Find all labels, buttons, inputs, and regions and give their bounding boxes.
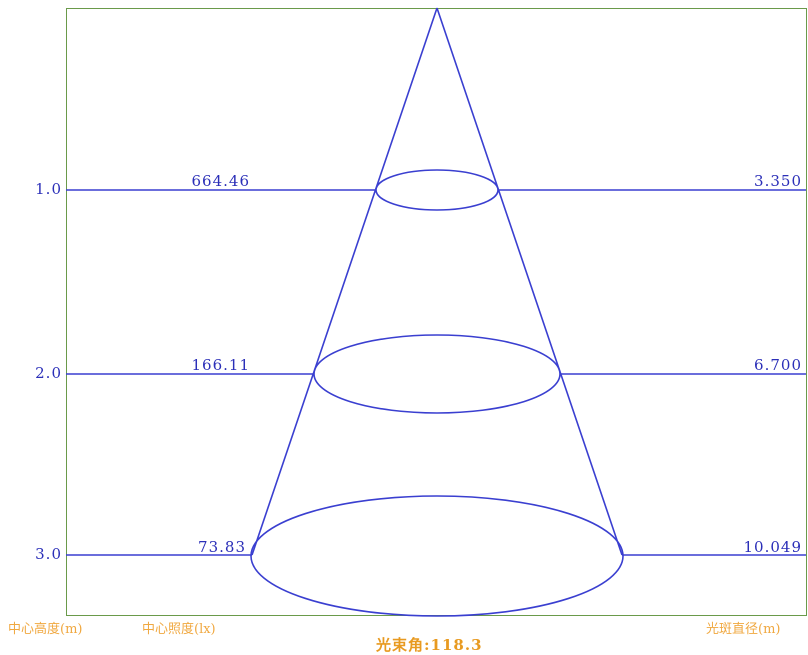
height-label-2: 2.0 bbox=[35, 364, 62, 382]
illuminance-label-1: 664.46 bbox=[191, 172, 250, 190]
center-illuminance-label: 中心照度(lx) bbox=[142, 622, 216, 637]
height-label-1: 1.0 bbox=[35, 180, 62, 198]
height-label-3: 3.0 bbox=[35, 545, 62, 563]
spot-ellipse-1 bbox=[375, 169, 499, 211]
cone-left-edge bbox=[251, 7, 438, 556]
spot-diameter-label: 光斑直径(m) bbox=[706, 622, 781, 637]
diameter-label-1: 3.350 bbox=[754, 172, 802, 190]
diameter-label-2: 6.700 bbox=[754, 356, 802, 374]
center-height-label: 中心高度(m) bbox=[8, 622, 83, 637]
beam-angle-label: 光束角:118.3 bbox=[376, 636, 483, 654]
illuminance-label-2: 166.11 bbox=[191, 356, 250, 374]
spot-ellipse-2 bbox=[313, 334, 561, 414]
spot-ellipse-3 bbox=[250, 495, 624, 617]
illuminance-label-3: 73.83 bbox=[198, 538, 246, 556]
cone-right-edge bbox=[436, 7, 623, 556]
diameter-label-3: 10.049 bbox=[743, 538, 802, 556]
